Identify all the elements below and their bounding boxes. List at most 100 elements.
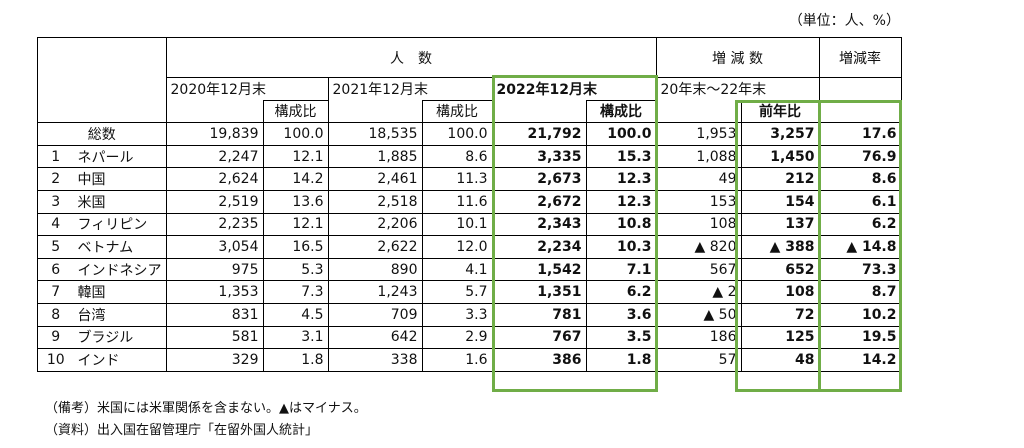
- change-2y: ▲ 50: [655, 302, 742, 327]
- change-rate: 8.6: [818, 167, 902, 191]
- rank-cell: 8: [37, 302, 74, 327]
- total-2021-count: 18,535: [327, 122, 423, 146]
- change-2y: 567: [655, 257, 742, 282]
- count-2020: 329: [165, 348, 264, 372]
- share-2021: 4.1: [421, 257, 493, 282]
- change-2y: 1,088: [655, 144, 742, 169]
- share-2020: 7.3: [262, 280, 329, 304]
- share-2020-header: 構成比: [262, 99, 329, 124]
- change-2y: ▲ 820: [655, 235, 742, 259]
- share-2022: 7.1: [585, 257, 657, 282]
- share-2022: 10.8: [585, 212, 657, 237]
- country-name: 米国: [73, 189, 167, 214]
- rank-cell: 4: [37, 212, 74, 237]
- country-name: 中国: [73, 167, 167, 191]
- share-2020: 1.8: [262, 348, 329, 372]
- change-rate: 73.3: [818, 257, 902, 282]
- change-yoy: 154: [740, 189, 820, 214]
- count-2022: 3,335: [491, 144, 587, 169]
- change-2y-blank: [655, 100, 742, 124]
- rank-cell: 7: [37, 280, 74, 304]
- count-2022: 767: [491, 325, 587, 350]
- count-2020: 581: [165, 325, 264, 350]
- rank-cell: 6: [37, 257, 74, 282]
- header-corner: [37, 36, 167, 124]
- change-rate: 6.1: [818, 189, 902, 214]
- table-row: 2 中国 2,624 14.2 2,461 11.3 2,673 12.3 49 212 8.6: [37, 167, 902, 191]
- count-2022: 2,672: [491, 189, 587, 214]
- rank-cell: 9: [37, 325, 74, 350]
- total-2021-share: 100.0: [421, 122, 493, 146]
- count-2021: 1,243: [327, 280, 423, 304]
- share-2020: 12.1: [262, 144, 329, 169]
- count-2022: 1,542: [491, 257, 587, 282]
- remark-note: （備考）米国には米軍関係を含まない。▲はマイナス。: [45, 401, 367, 416]
- count-2021: 2,461: [327, 167, 423, 191]
- share-2021: 1.6: [421, 348, 493, 372]
- country-rows: 1 ネパール 2,247 12.1 1,885 8.6 3,335 15.3 1,088 1,45…: [37, 144, 902, 372]
- date-2022-header: 2022年12月末: [491, 77, 657, 101]
- share-2022: 10.3: [585, 235, 657, 259]
- country-name: フィリピン: [73, 212, 167, 237]
- count-2022: 2,343: [491, 212, 587, 237]
- share-2020: 16.5: [262, 235, 329, 259]
- share-2022: 12.3: [585, 167, 657, 191]
- change-rate: 19.5: [818, 325, 902, 350]
- people-count-header: 人 数: [165, 37, 657, 78]
- rank-cell: 5: [37, 235, 74, 259]
- share-2021: 12.0: [421, 235, 493, 259]
- count-2020: 975: [165, 257, 264, 282]
- count-2020: 2,235: [165, 212, 264, 237]
- change-yoy: 137: [740, 212, 820, 237]
- yoy-change-header: 前年比: [740, 99, 820, 124]
- count-2021: 642: [327, 325, 423, 350]
- count-2020-blank: [165, 100, 264, 124]
- table-row: 3 米国 2,519 13.6 2,518 11.6 2,672 12.3 153 154 6.1: [37, 189, 902, 214]
- change-2y: 153: [655, 189, 742, 214]
- rank-cell: 10: [37, 348, 74, 372]
- share-2021-header: 構成比: [421, 99, 493, 124]
- count-2020: 1,353: [165, 280, 264, 304]
- table-row: 9 ブラジル 581 3.1 642 2.9 767 3.5 186 125 19.5: [37, 325, 902, 350]
- count-2021-blank: [327, 100, 423, 124]
- count-2022: 386: [491, 348, 587, 372]
- change-rate: 76.9: [818, 144, 902, 169]
- share-2022: 3.6: [585, 302, 657, 327]
- total-2020-count: 19,839: [165, 122, 264, 146]
- change-yoy: 212: [740, 167, 820, 191]
- change-yoy: 652: [740, 257, 820, 282]
- share-2022-header: 構成比: [585, 99, 657, 124]
- change-rate: 10.2: [818, 302, 902, 327]
- share-2021: 5.7: [421, 280, 493, 304]
- total-change-2y: 1,953: [655, 122, 742, 146]
- share-2020: 12.1: [262, 212, 329, 237]
- count-2022-blank: [491, 100, 587, 124]
- change-yoy: 1,450: [740, 144, 820, 169]
- share-2021: 11.3: [421, 167, 493, 191]
- change-yoy: 125: [740, 325, 820, 350]
- change-count-header: 増 減 数: [655, 37, 820, 78]
- total-2022-count: 21,792: [491, 122, 587, 146]
- change-2y: 108: [655, 212, 742, 237]
- country-name: 韓国: [73, 280, 167, 304]
- date-2020-header: 2020年12月末: [165, 77, 329, 101]
- change-rate: 6.2: [818, 212, 902, 237]
- country-name: ブラジル: [73, 325, 167, 350]
- total-change-yoy: 3,257: [740, 122, 820, 146]
- rank-cell: 1: [37, 144, 74, 169]
- table-row: 8 台湾 831 4.5 709 3.3 781 3.6 ▲ 50 72 10.2: [37, 302, 902, 327]
- share-2020: 3.1: [262, 325, 329, 350]
- change-2y: 57: [655, 348, 742, 372]
- count-2022: 781: [491, 302, 587, 327]
- count-2021: 2,206: [327, 212, 423, 237]
- change-yoy: 108: [740, 280, 820, 304]
- change-rate: 14.2: [818, 348, 902, 372]
- header-row-2: 2020年12月末 2021年12月末 2022年12月末 20年末～22年末: [38, 76, 902, 124]
- total-label: 総数: [37, 122, 167, 146]
- count-2022: 1,351: [491, 280, 587, 304]
- count-2020: 3,054: [165, 235, 264, 259]
- count-2022: 2,234: [491, 235, 587, 259]
- table-row: 7 韓国 1,353 7.3 1,243 5.7 1,351 6.2 ▲ 2 108 8.7: [37, 280, 902, 304]
- share-2020: 14.2: [262, 167, 329, 191]
- change-rate-header: 増減率: [818, 37, 902, 78]
